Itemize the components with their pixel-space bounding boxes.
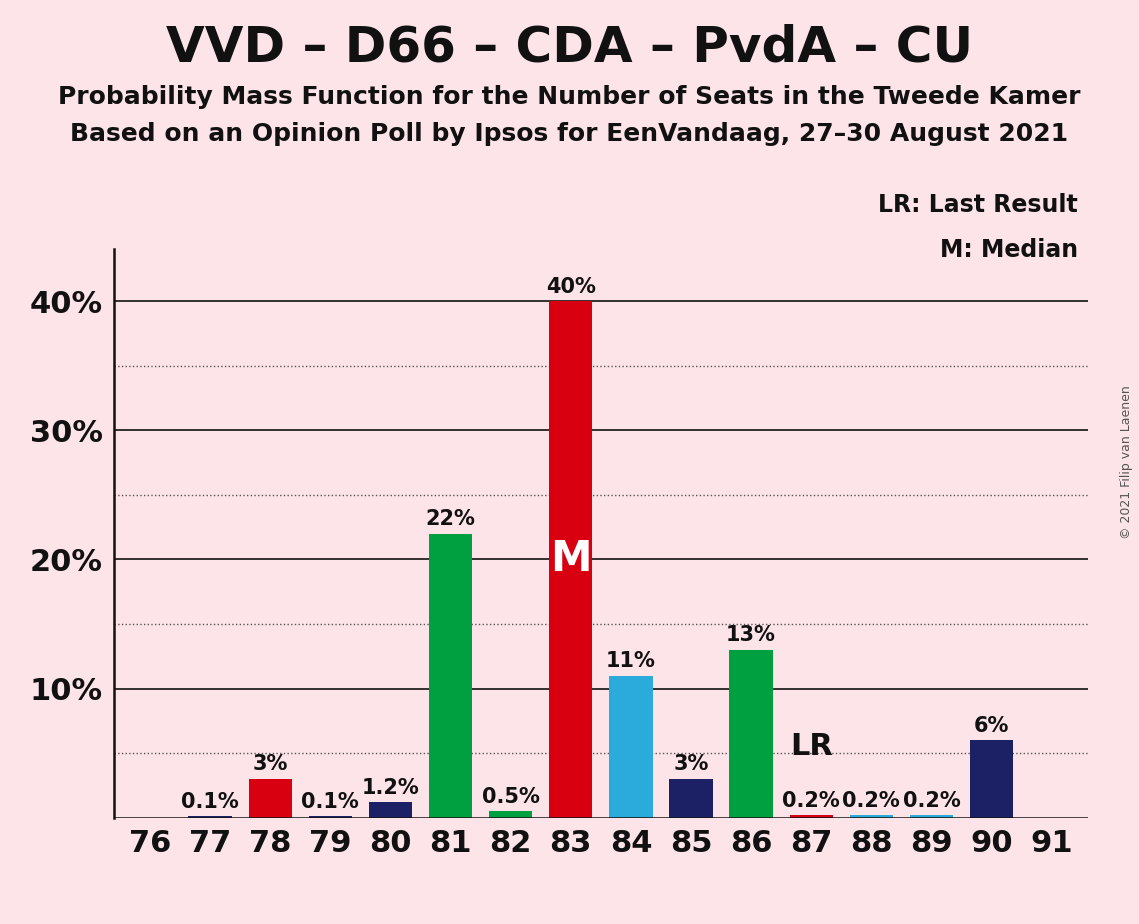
Text: 13%: 13% — [727, 626, 776, 645]
Text: 0.2%: 0.2% — [782, 791, 841, 810]
Text: 3%: 3% — [673, 755, 708, 774]
Bar — [549, 301, 592, 818]
Text: 22%: 22% — [426, 509, 475, 529]
Bar — [248, 779, 292, 818]
Text: LR: LR — [789, 732, 833, 761]
Bar — [670, 779, 713, 818]
Text: VVD – D66 – CDA – PvdA – CU: VVD – D66 – CDA – PvdA – CU — [166, 23, 973, 71]
Text: 0.5%: 0.5% — [482, 786, 540, 807]
Text: 0.1%: 0.1% — [302, 792, 359, 812]
Bar — [609, 675, 653, 818]
Text: 0.2%: 0.2% — [902, 791, 960, 810]
Text: 11%: 11% — [606, 651, 656, 671]
Text: LR: Last Result: LR: Last Result — [878, 193, 1077, 216]
Bar — [970, 740, 1014, 818]
Text: 0.2%: 0.2% — [843, 791, 900, 810]
Text: © 2021 Filip van Laenen: © 2021 Filip van Laenen — [1121, 385, 1133, 539]
Bar — [188, 817, 231, 818]
Bar — [789, 815, 833, 818]
Text: 0.1%: 0.1% — [181, 792, 239, 812]
Text: M: Median: M: Median — [940, 238, 1077, 262]
Bar — [369, 802, 412, 818]
Text: 6%: 6% — [974, 716, 1009, 736]
Text: 3%: 3% — [253, 755, 288, 774]
Text: 40%: 40% — [546, 276, 596, 297]
Text: Probability Mass Function for the Number of Seats in the Tweede Kamer: Probability Mass Function for the Number… — [58, 85, 1081, 109]
Bar — [910, 815, 953, 818]
Text: 1.2%: 1.2% — [361, 778, 419, 797]
Bar — [309, 817, 352, 818]
Text: M: M — [550, 539, 591, 580]
Bar — [850, 815, 893, 818]
Bar — [489, 811, 532, 818]
Text: Based on an Opinion Poll by Ipsos for EenVandaag, 27–30 August 2021: Based on an Opinion Poll by Ipsos for Ee… — [71, 122, 1068, 146]
Bar — [429, 534, 473, 818]
Bar — [729, 650, 772, 818]
